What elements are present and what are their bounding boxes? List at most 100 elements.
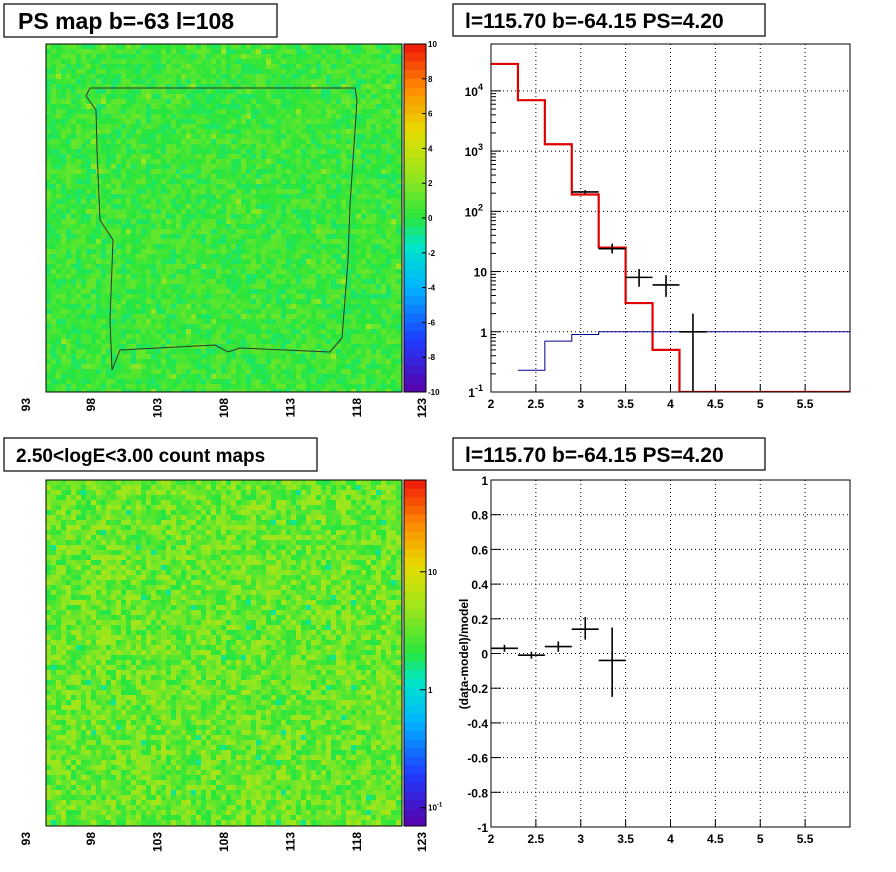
ps-map-cell bbox=[276, 84, 281, 89]
ps-map-cell bbox=[101, 194, 106, 199]
ps-map-cell bbox=[186, 134, 191, 139]
ps-map-cell bbox=[206, 279, 211, 284]
ps-map-cell bbox=[341, 174, 346, 179]
ps-map-cell bbox=[331, 109, 336, 114]
ps-map-cell bbox=[116, 249, 121, 254]
ps-map-cell bbox=[86, 44, 91, 49]
ps-map-cell bbox=[116, 354, 121, 359]
ps-map-cell bbox=[161, 214, 166, 219]
ps-map-cell bbox=[46, 49, 51, 54]
ps-map-cell bbox=[251, 324, 256, 329]
ps-map-cell bbox=[191, 309, 196, 314]
ps-map-cell bbox=[86, 109, 91, 114]
ps-map-cell bbox=[396, 319, 401, 324]
ps-map-cell bbox=[311, 194, 316, 199]
ps-map-cell bbox=[371, 234, 376, 239]
ps-map-cell bbox=[326, 234, 331, 239]
ps-map-cell bbox=[361, 79, 366, 84]
ps-map-cell bbox=[131, 324, 136, 329]
ps-map-cell bbox=[186, 139, 191, 144]
ps-map-cell bbox=[81, 89, 86, 94]
ps-map-cell bbox=[391, 49, 396, 54]
ps-map-cell bbox=[306, 364, 311, 369]
ps-map-cell bbox=[226, 364, 231, 369]
ps-map-cell bbox=[66, 269, 71, 274]
ps-map-cell bbox=[146, 119, 151, 124]
ps-map-cell bbox=[391, 199, 396, 204]
ps-map-cell bbox=[141, 289, 146, 294]
ps-map-cell bbox=[286, 264, 291, 269]
ps-map-cell bbox=[71, 194, 76, 199]
ps-map-cell bbox=[261, 169, 266, 174]
ps-map-cell bbox=[366, 359, 371, 364]
ps-map-cell bbox=[326, 154, 331, 159]
ps-map-cell bbox=[231, 329, 236, 334]
ps-map-cell bbox=[276, 64, 281, 69]
ps-map-cell bbox=[311, 174, 316, 179]
ps-map-cell bbox=[166, 384, 171, 389]
ps-map-cell bbox=[121, 94, 126, 99]
ps-map-cell bbox=[366, 149, 371, 154]
ps-map-cell bbox=[206, 329, 211, 334]
ps-map-cell bbox=[316, 199, 321, 204]
ps-map-cell bbox=[191, 169, 196, 174]
ps-map-cell bbox=[331, 274, 336, 279]
ps-map-cell bbox=[151, 94, 156, 99]
ps-map-cell bbox=[156, 114, 161, 119]
ps-map-cell bbox=[351, 224, 356, 229]
ps-map-cell bbox=[181, 334, 186, 339]
ps-map-cell bbox=[131, 204, 136, 209]
ps-map-cell bbox=[331, 329, 336, 334]
ps-map-cell bbox=[101, 329, 106, 334]
ps-map-cell bbox=[391, 194, 396, 199]
ps-map-cell bbox=[251, 314, 256, 319]
ps-map-cell bbox=[86, 289, 91, 294]
ps-map-cell bbox=[226, 379, 231, 384]
ps-map-cell bbox=[291, 294, 296, 299]
ps-map-cell bbox=[51, 274, 56, 279]
ps-map-cell bbox=[241, 364, 246, 369]
ps-map-cell bbox=[251, 234, 256, 239]
ps-map-cell bbox=[196, 329, 201, 334]
ps-map-cell bbox=[266, 359, 271, 364]
ps-map-cell bbox=[46, 279, 51, 284]
ps-map-cell bbox=[341, 89, 346, 94]
ps-map-cell bbox=[141, 184, 146, 189]
ps-map-cell bbox=[371, 154, 376, 159]
ps-map-cell bbox=[341, 54, 346, 59]
ps-map-cell bbox=[296, 359, 301, 364]
ps-map-cell bbox=[111, 309, 116, 314]
ps-map-cell bbox=[66, 64, 71, 69]
ps-map-cell bbox=[346, 379, 351, 384]
ps-map-cell bbox=[366, 44, 371, 49]
ps-map-cell bbox=[136, 129, 141, 134]
ps-map-cell bbox=[266, 79, 271, 84]
ps-map-cell bbox=[251, 64, 256, 69]
ps-map-cell bbox=[106, 44, 111, 49]
ps-map-cell bbox=[136, 194, 141, 199]
ps-map-cell bbox=[376, 269, 381, 274]
ps-map-cell bbox=[231, 189, 236, 194]
ps-map-cell bbox=[241, 349, 246, 354]
ps-map-cell bbox=[116, 104, 121, 109]
ps-map-cell bbox=[231, 199, 236, 204]
ps-map-cell bbox=[391, 149, 396, 154]
ps-map-cell bbox=[336, 244, 341, 249]
ps-map-cell bbox=[251, 44, 256, 49]
ps-map-cell bbox=[366, 304, 371, 309]
ps-map-cell bbox=[356, 109, 361, 114]
ps-map-cell bbox=[76, 129, 81, 134]
ps-map-cell bbox=[96, 299, 101, 304]
ps-map-cell bbox=[356, 314, 361, 319]
ps-map-cell bbox=[231, 229, 236, 234]
ps-map-cell bbox=[186, 279, 191, 284]
ps-map-cell bbox=[371, 359, 376, 364]
ps-map-cell bbox=[271, 304, 276, 309]
ps-map-cell bbox=[91, 349, 96, 354]
ps-map-cell bbox=[76, 359, 81, 364]
ps-map-cell bbox=[321, 94, 326, 99]
ps-map-cell bbox=[391, 209, 396, 214]
ps-map-cell bbox=[271, 149, 276, 154]
ps-map-cell bbox=[216, 79, 221, 84]
ps-map-cell bbox=[236, 199, 241, 204]
